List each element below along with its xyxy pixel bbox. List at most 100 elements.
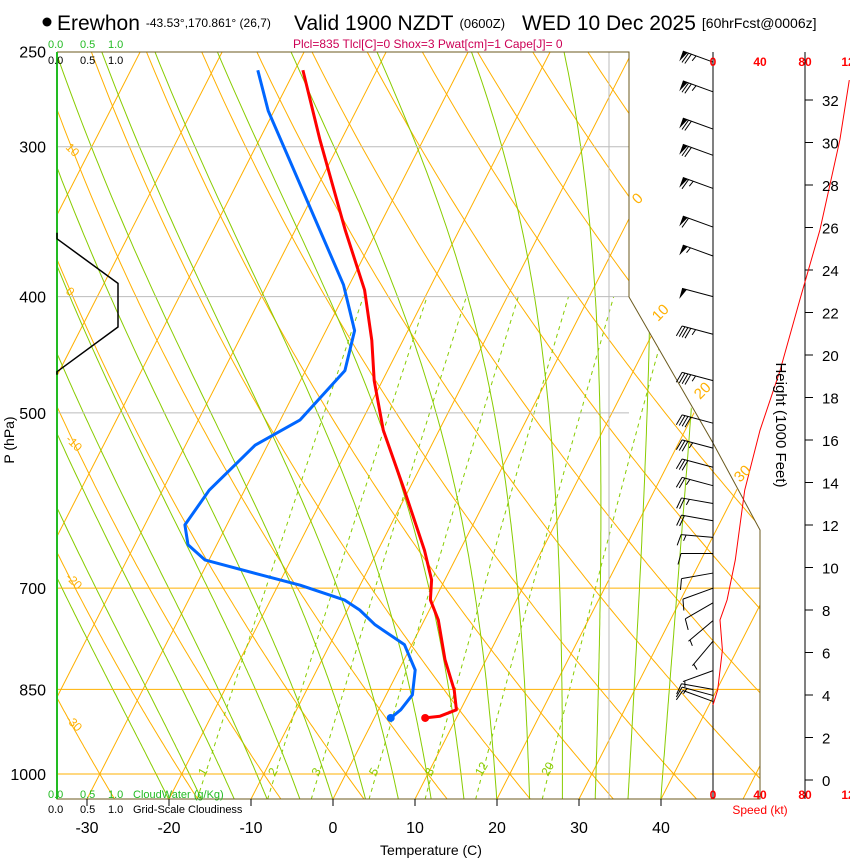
barb-flag — [678, 459, 686, 470]
dry-adiabat — [57, 52, 282, 799]
cloud-top-black-0: 0.0 — [48, 55, 63, 67]
mixing-ratio-line — [267, 296, 428, 799]
barb-flag — [681, 327, 689, 338]
wind-barb — [679, 244, 714, 257]
dry-adiabat — [690, 52, 760, 799]
cloud-bottom-green-0: 0.0 — [48, 789, 63, 801]
mixing-ratio-label: 8 — [422, 765, 438, 778]
speed-tick-top: 0 — [710, 55, 717, 69]
barb-flag — [681, 82, 689, 93]
moist-adiabat — [57, 52, 268, 799]
barb-half-flag — [685, 499, 690, 506]
pressure-tick-label: 700 — [19, 581, 46, 598]
isotherm-line — [742, 52, 760, 799]
barb-flag — [675, 477, 683, 488]
temperature-tick-label: 40 — [652, 820, 670, 837]
forecast-info: [60hrFcst@0006z] — [702, 15, 817, 31]
wind-barb — [679, 215, 714, 228]
isotherm-line — [250, 52, 633, 799]
dry-adiabat — [57, 52, 448, 799]
height-tick-label: 4 — [822, 688, 830, 705]
wind-barb — [675, 371, 714, 385]
mixing-ratio-label: 20 — [538, 759, 557, 778]
height-tick-label: 2 — [822, 731, 830, 748]
cloud-top-black-1: 1.0 — [108, 55, 123, 67]
cloudiness-label: Grid-Scale Cloudiness — [133, 804, 243, 816]
barb-flag — [684, 416, 692, 428]
wind-barb — [688, 620, 714, 646]
barb-staff — [682, 177, 714, 189]
isotherm-line — [57, 52, 223, 799]
barb-flag — [681, 416, 689, 427]
moist-adiabat — [57, 52, 301, 799]
barb-flag — [681, 373, 689, 385]
isotherm-label-right: 0 — [629, 190, 647, 208]
moist-adiabat — [57, 52, 170, 799]
wind-barb — [675, 458, 714, 471]
height-tick-label: 18 — [822, 391, 839, 408]
barb-half-flag — [693, 663, 698, 670]
wind-barb — [676, 534, 714, 546]
height-tick-label: 22 — [822, 306, 839, 323]
moist-adiabat — [216, 52, 465, 799]
x-axis-title: Temperature (C) — [380, 842, 482, 858]
dewpoint-surface-dot — [386, 713, 395, 722]
barb-flag — [676, 534, 682, 546]
dewpoint-line — [183, 69, 417, 720]
wind-barb — [682, 587, 714, 611]
barb-staff — [682, 143, 714, 156]
barb-flag — [679, 498, 685, 509]
barb-flag — [684, 53, 692, 64]
barb-flag — [684, 618, 689, 631]
dry-adiabat — [744, 52, 760, 799]
plot-frame — [56, 51, 813, 806]
barb-half-flag — [688, 180, 694, 187]
temperature-line — [301, 69, 458, 720]
mixing-ratio-line — [196, 296, 364, 799]
temperature-tick-label: -20 — [157, 820, 180, 837]
temperature-tick-label: 30 — [570, 820, 588, 837]
barb-staff — [682, 670, 714, 683]
wind-barb — [676, 497, 714, 509]
dry-adiabat — [196, 52, 698, 799]
speed-tick-top: 12 — [841, 55, 850, 69]
barb-flag — [675, 458, 683, 470]
barb-flag — [676, 514, 682, 526]
barb-flag — [684, 328, 692, 339]
moist-adiabat — [57, 52, 235, 799]
temperature-tick-label: -10 — [239, 820, 262, 837]
barb-half-flag — [685, 479, 691, 486]
isotherm-line — [57, 52, 141, 799]
barb-pennant — [679, 80, 688, 92]
temperature-surface-dot — [421, 713, 430, 722]
barb-half-flag — [688, 442, 694, 449]
wind-barb — [675, 414, 714, 428]
barb-flag — [684, 83, 692, 94]
height-axis-title: Height (1000 Feet) — [772, 362, 789, 487]
barb-flag — [678, 415, 686, 426]
mixing-ratio-line — [310, 296, 467, 799]
cloud-bottom-green-1: 1.0 — [108, 789, 123, 801]
barb-flag — [678, 372, 686, 384]
valid-date: WED 10 Dec 2025 — [522, 12, 696, 35]
mixing-ratio-line — [424, 296, 569, 799]
barb-flag — [676, 683, 682, 695]
moist-adiabat — [376, 52, 531, 799]
wind-barb — [677, 553, 713, 565]
barb-staff — [681, 514, 714, 522]
background-lines — [57, 52, 760, 799]
wind-barb — [679, 80, 714, 94]
wind-barb — [692, 640, 714, 670]
cloud-axis-top: 0.0 0.5 1.0 0.0 0.5 1.0 — [48, 39, 123, 67]
barb-flag — [682, 599, 685, 611]
isotherm-line — [578, 52, 760, 799]
dry-adiabat — [306, 52, 760, 799]
cloudiness-line — [56, 232, 119, 375]
height-tick-label: 8 — [822, 603, 830, 620]
isotherm-line — [57, 52, 387, 799]
station-coords: -43.53°,170.861° (26,7) — [146, 16, 271, 30]
dry-adiabat — [525, 52, 760, 799]
barb-flag — [678, 440, 686, 451]
height-tick-label: 26 — [822, 221, 839, 238]
speed-tick-bottom: 80 — [798, 788, 812, 802]
